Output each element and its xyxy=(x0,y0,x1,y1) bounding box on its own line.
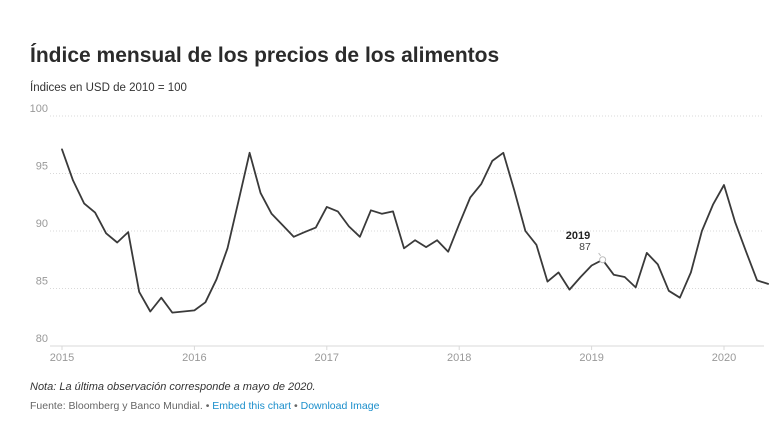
y-tick-label: 80 xyxy=(36,333,48,345)
y-axis-ticks: 80 85 90 95 100 xyxy=(30,103,48,345)
series-line xyxy=(61,148,769,314)
x-tick-label: 2020 xyxy=(712,352,736,364)
chart-title: Índice mensual de los precios de los ali… xyxy=(30,44,500,67)
chart-subtitle: Índices en USD de 2010 = 100 xyxy=(30,82,187,94)
chart-note: Nota: La última observación corresponde … xyxy=(30,381,316,393)
embed-chart-link[interactable]: Embed this chart xyxy=(212,400,292,412)
source-text: Fuente: Bloomberg y Banco Mundial. xyxy=(30,400,203,412)
x-tick-label: 2015 xyxy=(50,352,74,364)
annotation-leader xyxy=(598,252,602,257)
annotation-label: 2019 xyxy=(566,230,590,242)
y-tick-label: 85 xyxy=(36,276,48,288)
y-tick-label: 90 xyxy=(36,218,48,230)
download-image-link[interactable]: Download Image xyxy=(300,400,380,412)
x-tick-label: 2017 xyxy=(315,352,339,364)
y-tick-label: 95 xyxy=(36,161,48,173)
x-tick-label: 2018 xyxy=(447,352,471,364)
annotation-value: 87 xyxy=(579,241,591,253)
y-tick-label: 100 xyxy=(30,103,48,115)
separator: • xyxy=(294,400,298,412)
chart-footer: Fuente: Bloomberg y Banco Mundial. • Emb… xyxy=(30,400,379,412)
annotation-marker xyxy=(599,256,607,264)
series-layer xyxy=(61,148,769,314)
x-tick-label: 2016 xyxy=(182,352,206,364)
x-axis-ticks: 2015 2016 2017 2018 2019 2020 xyxy=(50,346,736,364)
x-tick-label: 2019 xyxy=(579,352,603,364)
gridlines xyxy=(50,115,764,347)
separator: • xyxy=(205,400,210,412)
